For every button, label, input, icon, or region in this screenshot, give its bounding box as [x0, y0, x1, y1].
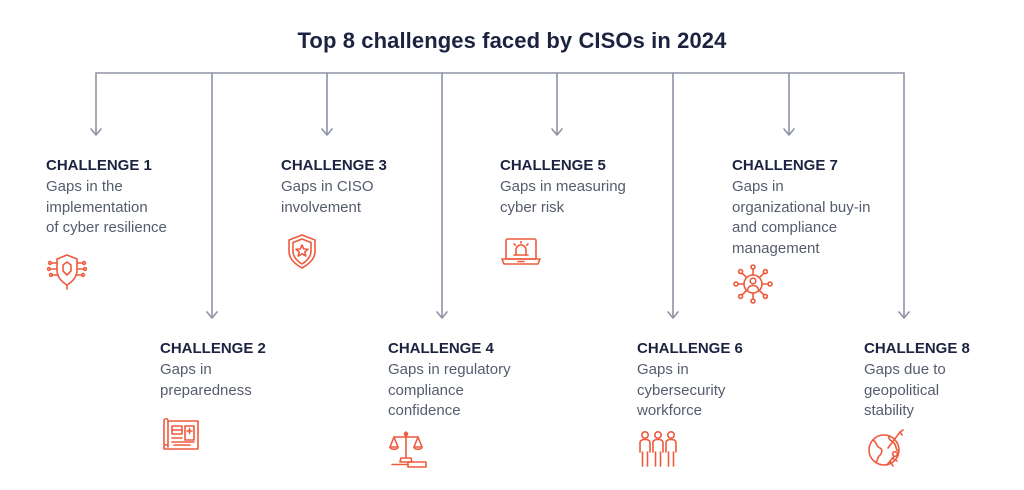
network-person-icon [732, 263, 774, 305]
globe-climber-icon [864, 428, 906, 470]
challenge-description: Gaps due to geopolitical stability [864, 360, 1024, 422]
challenge-heading: CHALLENGE 8 [864, 340, 970, 357]
arrow-head-7 [783, 128, 795, 136]
description-line: Gaps in [732, 178, 784, 195]
challenge-heading: CHALLENGE 2 [160, 340, 266, 357]
challenge-7: CHALLENGE 7 Gaps in organizational buy-i… [732, 156, 912, 305]
arrow-head-6 [667, 311, 679, 319]
challenge-heading: CHALLENGE 6 [637, 340, 743, 357]
challenge-2: CHALLENGE 2 Gaps in preparedness [160, 339, 340, 455]
description-line: compliance [388, 381, 464, 399]
description-line: geopolitical [864, 381, 940, 399]
arrow-head-2 [206, 311, 218, 319]
description-line: Gaps in the [46, 178, 123, 195]
description-line: Gaps in regulatory [388, 361, 511, 378]
description-line: cybersecurity [637, 381, 726, 399]
challenge-1: CHALLENGE 1 Gaps in the implementation o… [46, 156, 226, 291]
challenge-description: Gaps in CISO involvement [281, 177, 461, 218]
description-line: Gaps due to [864, 361, 946, 378]
description-line: implementation [46, 198, 148, 216]
challenge-5: CHALLENGE 5 Gaps in measuring cyber risk [500, 156, 680, 272]
description-line: cyber risk [500, 198, 565, 216]
circuit-shield-icon [46, 249, 88, 291]
arrow-head-3 [321, 128, 333, 136]
description-line: organizational buy-in [732, 198, 871, 216]
arrow-head-4 [436, 311, 448, 319]
challenge-description: Gaps in cybersecurity workforce [637, 360, 817, 422]
description-line: stability [864, 402, 915, 419]
description-line: confidence [388, 402, 461, 419]
description-line: workforce [637, 402, 703, 419]
challenge-heading: CHALLENGE 1 [46, 157, 152, 174]
description-line: Gaps in measuring [500, 178, 626, 195]
challenge-description: Gaps in regulatory compliance confidence [388, 360, 568, 422]
challenge-description: Gaps in measuring cyber risk [500, 177, 680, 218]
challenge-heading: CHALLENGE 5 [500, 157, 606, 174]
arrow-head-1 [90, 128, 102, 136]
challenge-description: Gaps in preparedness [160, 360, 340, 401]
description-line: preparedness [160, 381, 252, 399]
challenge-4: CHALLENGE 4 Gaps in regulatory complianc… [388, 339, 568, 470]
challenge-3: CHALLENGE 3 Gaps in CISO involvement [281, 156, 461, 272]
challenge-description: Gaps in organizational buy-in and compli… [732, 177, 912, 259]
description-line: and compliance [732, 219, 838, 236]
laptop-alert-icon [500, 230, 542, 272]
scales-icon [388, 428, 430, 470]
description-line: involvement [281, 198, 362, 216]
blueprint-icon [160, 413, 202, 455]
challenge-heading: CHALLENGE 7 [732, 157, 838, 174]
description-line: Gaps in [637, 361, 689, 378]
description-line: Gaps in [160, 361, 212, 378]
description-line: management [732, 239, 820, 257]
description-line: of cyber resilience [46, 219, 167, 236]
shield-star-icon [281, 230, 323, 272]
challenge-8: CHALLENGE 8 Gaps due to geopolitical sta… [864, 339, 1024, 470]
challenge-description: Gaps in the implementation of cyber resi… [46, 177, 226, 239]
team-icon [637, 428, 679, 470]
challenge-heading: CHALLENGE 4 [388, 340, 494, 357]
diagram-title: Top 8 challenges faced by CISOs in 2024 [297, 28, 727, 53]
challenge-6: CHALLENGE 6 Gaps in cybersecurity workfo… [637, 339, 817, 470]
challenge-heading: CHALLENGE 3 [281, 157, 387, 174]
arrow-head-8 [898, 311, 910, 319]
description-line: Gaps in CISO [281, 178, 374, 195]
arrow-head-5 [551, 128, 563, 136]
